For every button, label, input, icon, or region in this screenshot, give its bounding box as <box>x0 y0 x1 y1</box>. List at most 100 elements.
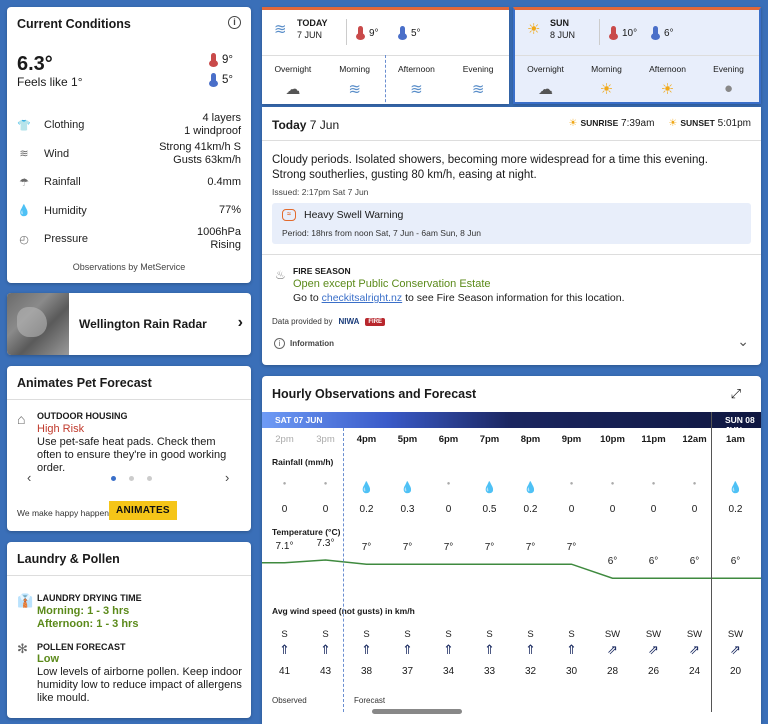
info-icon[interactable]: i <box>228 16 241 29</box>
temp-value: 6° <box>648 556 659 568</box>
period-morning: Morning ≋ <box>324 56 386 104</box>
temperature-label: Temperature (°C) <box>272 527 341 537</box>
moon-icon: ● <box>723 80 734 97</box>
period-afternoon: Afternoon ≋ <box>386 56 448 104</box>
condition-row-pressure: ◴ Pressure 1006hPa Rising <box>17 225 241 254</box>
sunrise-icon: ☀ <box>568 118 578 129</box>
condition-value: Strong 41km/h S Gusts 63km/h <box>159 140 241 166</box>
horizontal-scrollbar[interactable] <box>372 709 462 714</box>
wind-speed: 24 <box>688 666 701 677</box>
pressure-icon: ◴ <box>19 233 29 246</box>
wind-direction: SW <box>645 629 662 640</box>
pet-risk-level: High Risk <box>37 423 85 435</box>
rain-drop-icon: ● <box>692 481 697 487</box>
information-toggle[interactable]: Information <box>290 339 334 348</box>
fire-season-status: Open except Public Conservation Estate <box>293 278 491 290</box>
high-temp: 9° <box>209 53 233 67</box>
carousel-next-button[interactable]: › <box>225 470 230 485</box>
drying-afternoon: Afternoon: 1 - 3 hrs <box>37 618 139 630</box>
hourly-columns[interactable]: 2pm ● 0 7.1° S ⇑ 41 3pm ● 0 7.3° S ⇑ 43 4pm 💧 0.2 7° S ⇑ 38 5… <box>262 428 761 712</box>
wind-icon: ≋ <box>471 81 485 98</box>
wind-direction: SW <box>686 629 703 640</box>
animates-logo[interactable]: ANIMATES <box>109 501 177 520</box>
wind-speed: 20 <box>729 666 742 677</box>
temp-value: 6° <box>607 556 618 568</box>
rain-drop-icon: ● <box>610 481 615 487</box>
hourly-title: Hourly Observations and Forecast <box>272 387 477 401</box>
warning-period: Period: 18hrs from noon Sat, 7 Jun - 6am… <box>282 228 481 238</box>
tab-date: 8 JUN <box>550 30 576 40</box>
rain-value: 0 <box>322 504 329 515</box>
wind-speed: 37 <box>401 666 414 677</box>
hour-label: 5pm <box>397 434 418 445</box>
rain-drop-icon: ● <box>446 481 451 487</box>
checkitsalright-link[interactable]: checkitsalright.nz <box>321 292 403 304</box>
tab-day: TODAY <box>297 18 328 28</box>
current-temperature: 6.3° <box>17 53 53 75</box>
thermometer-high-icon <box>209 53 218 67</box>
rain-drop-icon: 💧 <box>523 482 538 494</box>
rain-radar-card[interactable]: Wellington Rain Radar › <box>7 293 251 355</box>
wind-speed: 33 <box>483 666 496 677</box>
laundry-title: Laundry & Pollen <box>17 552 120 566</box>
rain-drop-icon: ● <box>323 481 328 487</box>
rain-value: 0.2 <box>523 504 538 515</box>
hour-label: 11pm <box>641 434 666 445</box>
tab-day: SUN <box>550 18 570 28</box>
day-tab-sunday[interactable]: ☀ SUN 8 JUN 10° 6° Overnight ☁ Morning ☀ A… <box>513 7 761 104</box>
pet-description: Use pet-safe heat pads. Check them often… <box>37 436 227 474</box>
today-heading: Today 7 Jun <box>272 118 340 132</box>
carousel-prev-button[interactable]: ‹ <box>27 470 32 485</box>
sun-times: ☀ SUNRISE 7:39am ☀ SUNSET 5:01pm <box>568 118 752 129</box>
condition-label: Rainfall <box>44 176 81 189</box>
radar-title: Wellington Rain Radar <box>79 317 207 331</box>
day-tab-today[interactable]: ≋ TODAY 7 JUN 9° 5° Overnight ☁ Morning ≋ … <box>262 7 509 104</box>
temp-value: 7° <box>525 542 536 554</box>
hour-label: 4pm <box>356 434 377 445</box>
low-temp: 5° <box>209 73 233 87</box>
tab-date: 7 JUN <box>297 30 323 40</box>
wind-arrow-icon: ⇑ <box>484 642 495 657</box>
temp-value: 7° <box>443 542 454 554</box>
cloud-rain-icon: ☁ <box>285 81 301 98</box>
cloud-rain-icon: ☁ <box>538 81 553 98</box>
expand-icon[interactable]: ⤢ <box>730 386 741 401</box>
shirt-icon: 👕 <box>17 119 31 132</box>
condition-value: 0.4mm <box>207 175 241 188</box>
period-morning: Morning ☀ <box>576 56 637 102</box>
fire-icon: ♨ <box>275 268 286 282</box>
day-label-sat: SAT 07 JUN <box>275 415 323 425</box>
condition-label: Pressure <box>44 233 89 246</box>
wind-speed: 28 <box>606 666 619 677</box>
temp-value: 6° <box>730 556 741 568</box>
thermometer-low-icon <box>398 26 407 40</box>
temp-value: 7.1° <box>275 540 294 552</box>
observed-label: Observed <box>272 696 307 705</box>
wind-arrow-icon: ⇑ <box>361 642 372 657</box>
chevron-down-icon[interactable]: ⌄ <box>737 333 749 349</box>
temperature-line <box>262 559 761 579</box>
carousel-dots[interactable] <box>111 476 152 481</box>
issued-time: Issued: 2:17pm Sat 7 Jun <box>272 187 369 197</box>
rain-drop-icon: 💧 <box>359 482 374 494</box>
wind-icon: ≋ <box>410 81 423 98</box>
wind-speed: 34 <box>442 666 455 677</box>
hour-label: 2pm <box>275 434 294 445</box>
day-label-sun: SUN 08 JUN <box>725 415 755 435</box>
condition-label: Clothing <box>44 119 85 132</box>
rain-value: 0 <box>650 504 657 515</box>
warning-banner[interactable]: ≈ Heavy Swell Warning Period: 18hrs from… <box>272 203 751 244</box>
warning-title: Heavy Swell Warning <box>304 209 404 221</box>
pet-forecast-title: Animates Pet Forecast <box>17 376 152 390</box>
wind-direction: S <box>363 629 370 640</box>
divider <box>7 575 251 576</box>
wind-speed: 43 <box>319 666 332 677</box>
wind-icon: ≋ <box>274 21 287 38</box>
hour-label: 9pm <box>561 434 582 445</box>
period-overnight: Overnight ☁ <box>262 56 324 104</box>
condition-value: 4 layers 1 windproof <box>184 112 241 138</box>
tab-high: 9° <box>356 26 379 40</box>
wind-direction: SW <box>727 629 744 640</box>
condition-row-clothing: 👕 Clothing 4 layers 1 windproof <box>17 111 241 140</box>
humidity-icon: 💧 <box>17 205 31 218</box>
